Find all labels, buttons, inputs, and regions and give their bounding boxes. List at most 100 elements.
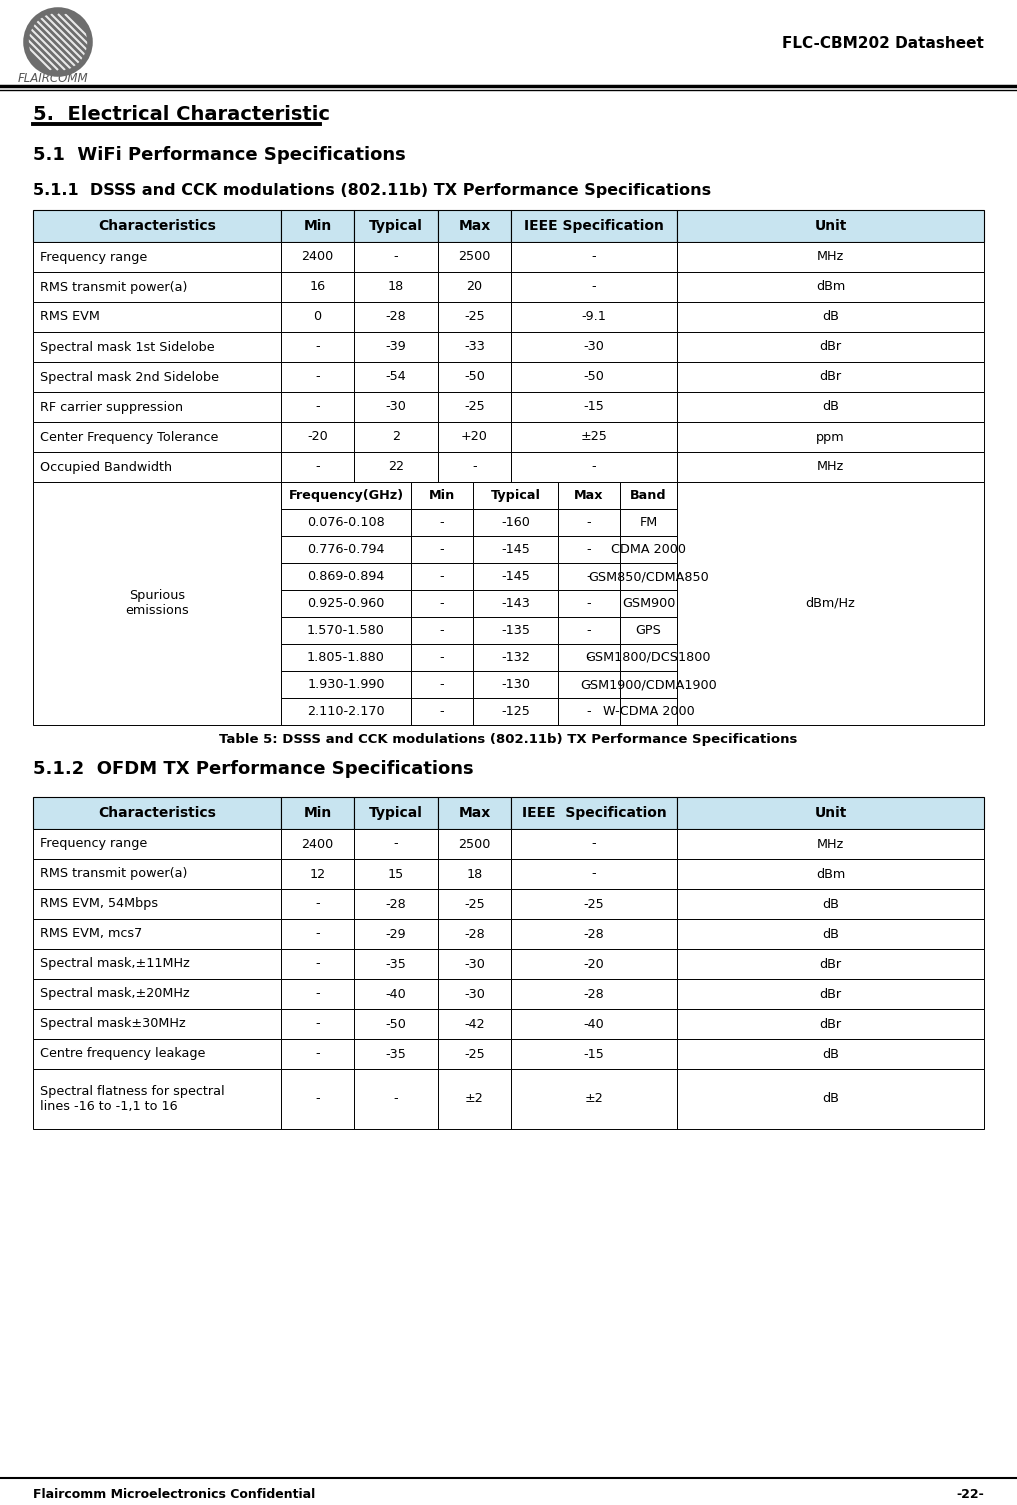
Text: dBr: dBr	[820, 1017, 841, 1031]
Bar	[438, 242, 511, 272]
Text: -40: -40	[584, 1017, 604, 1031]
Text: -: -	[315, 1093, 319, 1106]
Bar	[677, 482, 984, 725]
Bar	[473, 671, 558, 698]
Text: Centre frequency leakage: Centre frequency leakage	[40, 1047, 205, 1061]
Bar	[354, 829, 438, 859]
Bar	[438, 889, 511, 920]
Text: -: -	[587, 677, 591, 691]
Bar	[511, 363, 677, 391]
Bar	[438, 798, 511, 829]
Bar	[281, 509, 411, 536]
Bar	[354, 421, 438, 452]
Text: -: -	[592, 837, 596, 850]
Text: -39: -39	[385, 340, 407, 354]
Text: -: -	[315, 927, 319, 941]
Bar	[438, 272, 511, 303]
Text: FLAIRCOMM: FLAIRCOMM	[18, 72, 88, 84]
Text: 1.570-1.580: 1.570-1.580	[307, 625, 385, 637]
Bar	[473, 698, 558, 725]
Bar	[33, 978, 281, 1008]
Text: RMS transmit power(a): RMS transmit power(a)	[40, 867, 187, 880]
Text: -: -	[439, 652, 444, 664]
Bar	[677, 421, 984, 452]
Bar	[438, 363, 511, 391]
Text: Center Frequency Tolerance: Center Frequency Tolerance	[40, 430, 219, 444]
Bar	[281, 303, 354, 333]
Text: MHz: MHz	[817, 461, 844, 474]
Text: -125: -125	[501, 704, 530, 718]
Bar	[33, 950, 281, 978]
Text: -: -	[439, 597, 444, 610]
Bar	[281, 798, 354, 829]
Text: -: -	[587, 570, 591, 582]
Text: ±2: ±2	[585, 1093, 603, 1106]
Bar	[620, 482, 677, 509]
Text: 5.1.1  DSSS and CCK modulations (802.11b) TX Performance Specifications: 5.1.1 DSSS and CCK modulations (802.11b)…	[33, 182, 711, 197]
Text: Spectral flatness for spectral
lines -16 to -1,1 to 16: Spectral flatness for spectral lines -16…	[40, 1085, 225, 1114]
Bar	[511, 303, 677, 333]
Bar	[511, 950, 677, 978]
Text: Spurious
emissions: Spurious emissions	[125, 590, 189, 617]
Text: -: -	[439, 543, 444, 555]
Text: Typical: Typical	[490, 489, 540, 503]
Text: -: -	[439, 516, 444, 528]
Text: -: -	[587, 625, 591, 637]
Bar	[281, 617, 411, 644]
Text: Unit: Unit	[815, 807, 847, 820]
Text: dBm: dBm	[816, 867, 845, 880]
Bar	[281, 829, 354, 859]
Text: ±2: ±2	[465, 1093, 484, 1106]
Bar	[558, 590, 620, 617]
Bar	[511, 391, 677, 421]
Bar	[558, 698, 620, 725]
Bar	[558, 671, 620, 698]
Bar	[558, 617, 620, 644]
Text: Unit: Unit	[815, 220, 847, 233]
Text: -15: -15	[584, 400, 604, 414]
Bar	[354, 211, 438, 242]
Text: IEEE  Specification: IEEE Specification	[522, 807, 666, 820]
Text: GSM1800/DCS1800: GSM1800/DCS1800	[586, 652, 711, 664]
Bar	[473, 590, 558, 617]
Bar	[677, 829, 984, 859]
Bar	[281, 452, 354, 482]
Bar	[473, 563, 558, 590]
Text: -: -	[587, 652, 591, 664]
Bar	[33, 272, 281, 303]
Bar	[511, 211, 677, 242]
Text: -135: -135	[501, 625, 530, 637]
Text: 1.805-1.880: 1.805-1.880	[307, 652, 385, 664]
Text: -25: -25	[584, 897, 604, 911]
Bar	[354, 889, 438, 920]
Bar	[33, 798, 281, 829]
Text: 0: 0	[313, 310, 321, 324]
Text: 18: 18	[387, 280, 404, 293]
Bar	[511, 421, 677, 452]
Bar	[558, 563, 620, 590]
Text: FLC-CBM202 Datasheet: FLC-CBM202 Datasheet	[782, 36, 984, 51]
Text: -: -	[472, 461, 477, 474]
Text: RMS EVM, 54Mbps: RMS EVM, 54Mbps	[40, 897, 158, 911]
Bar	[281, 272, 354, 303]
Text: dB: dB	[822, 400, 839, 414]
Text: CDMA 2000: CDMA 2000	[611, 543, 686, 555]
Text: -145: -145	[501, 543, 530, 555]
Bar	[281, 242, 354, 272]
Bar	[281, 563, 411, 590]
Bar	[411, 563, 473, 590]
Bar	[33, 242, 281, 272]
Bar	[438, 978, 511, 1008]
Bar	[677, 859, 984, 889]
Bar	[33, 421, 281, 452]
Bar	[438, 829, 511, 859]
Text: 2500: 2500	[459, 837, 490, 850]
Text: -28: -28	[385, 897, 407, 911]
Bar	[677, 920, 984, 950]
Bar	[411, 671, 473, 698]
Text: 18: 18	[467, 867, 483, 880]
Text: -50: -50	[584, 370, 604, 384]
Text: dBr: dBr	[820, 957, 841, 971]
Bar	[473, 509, 558, 536]
Text: ppm: ppm	[817, 430, 845, 444]
